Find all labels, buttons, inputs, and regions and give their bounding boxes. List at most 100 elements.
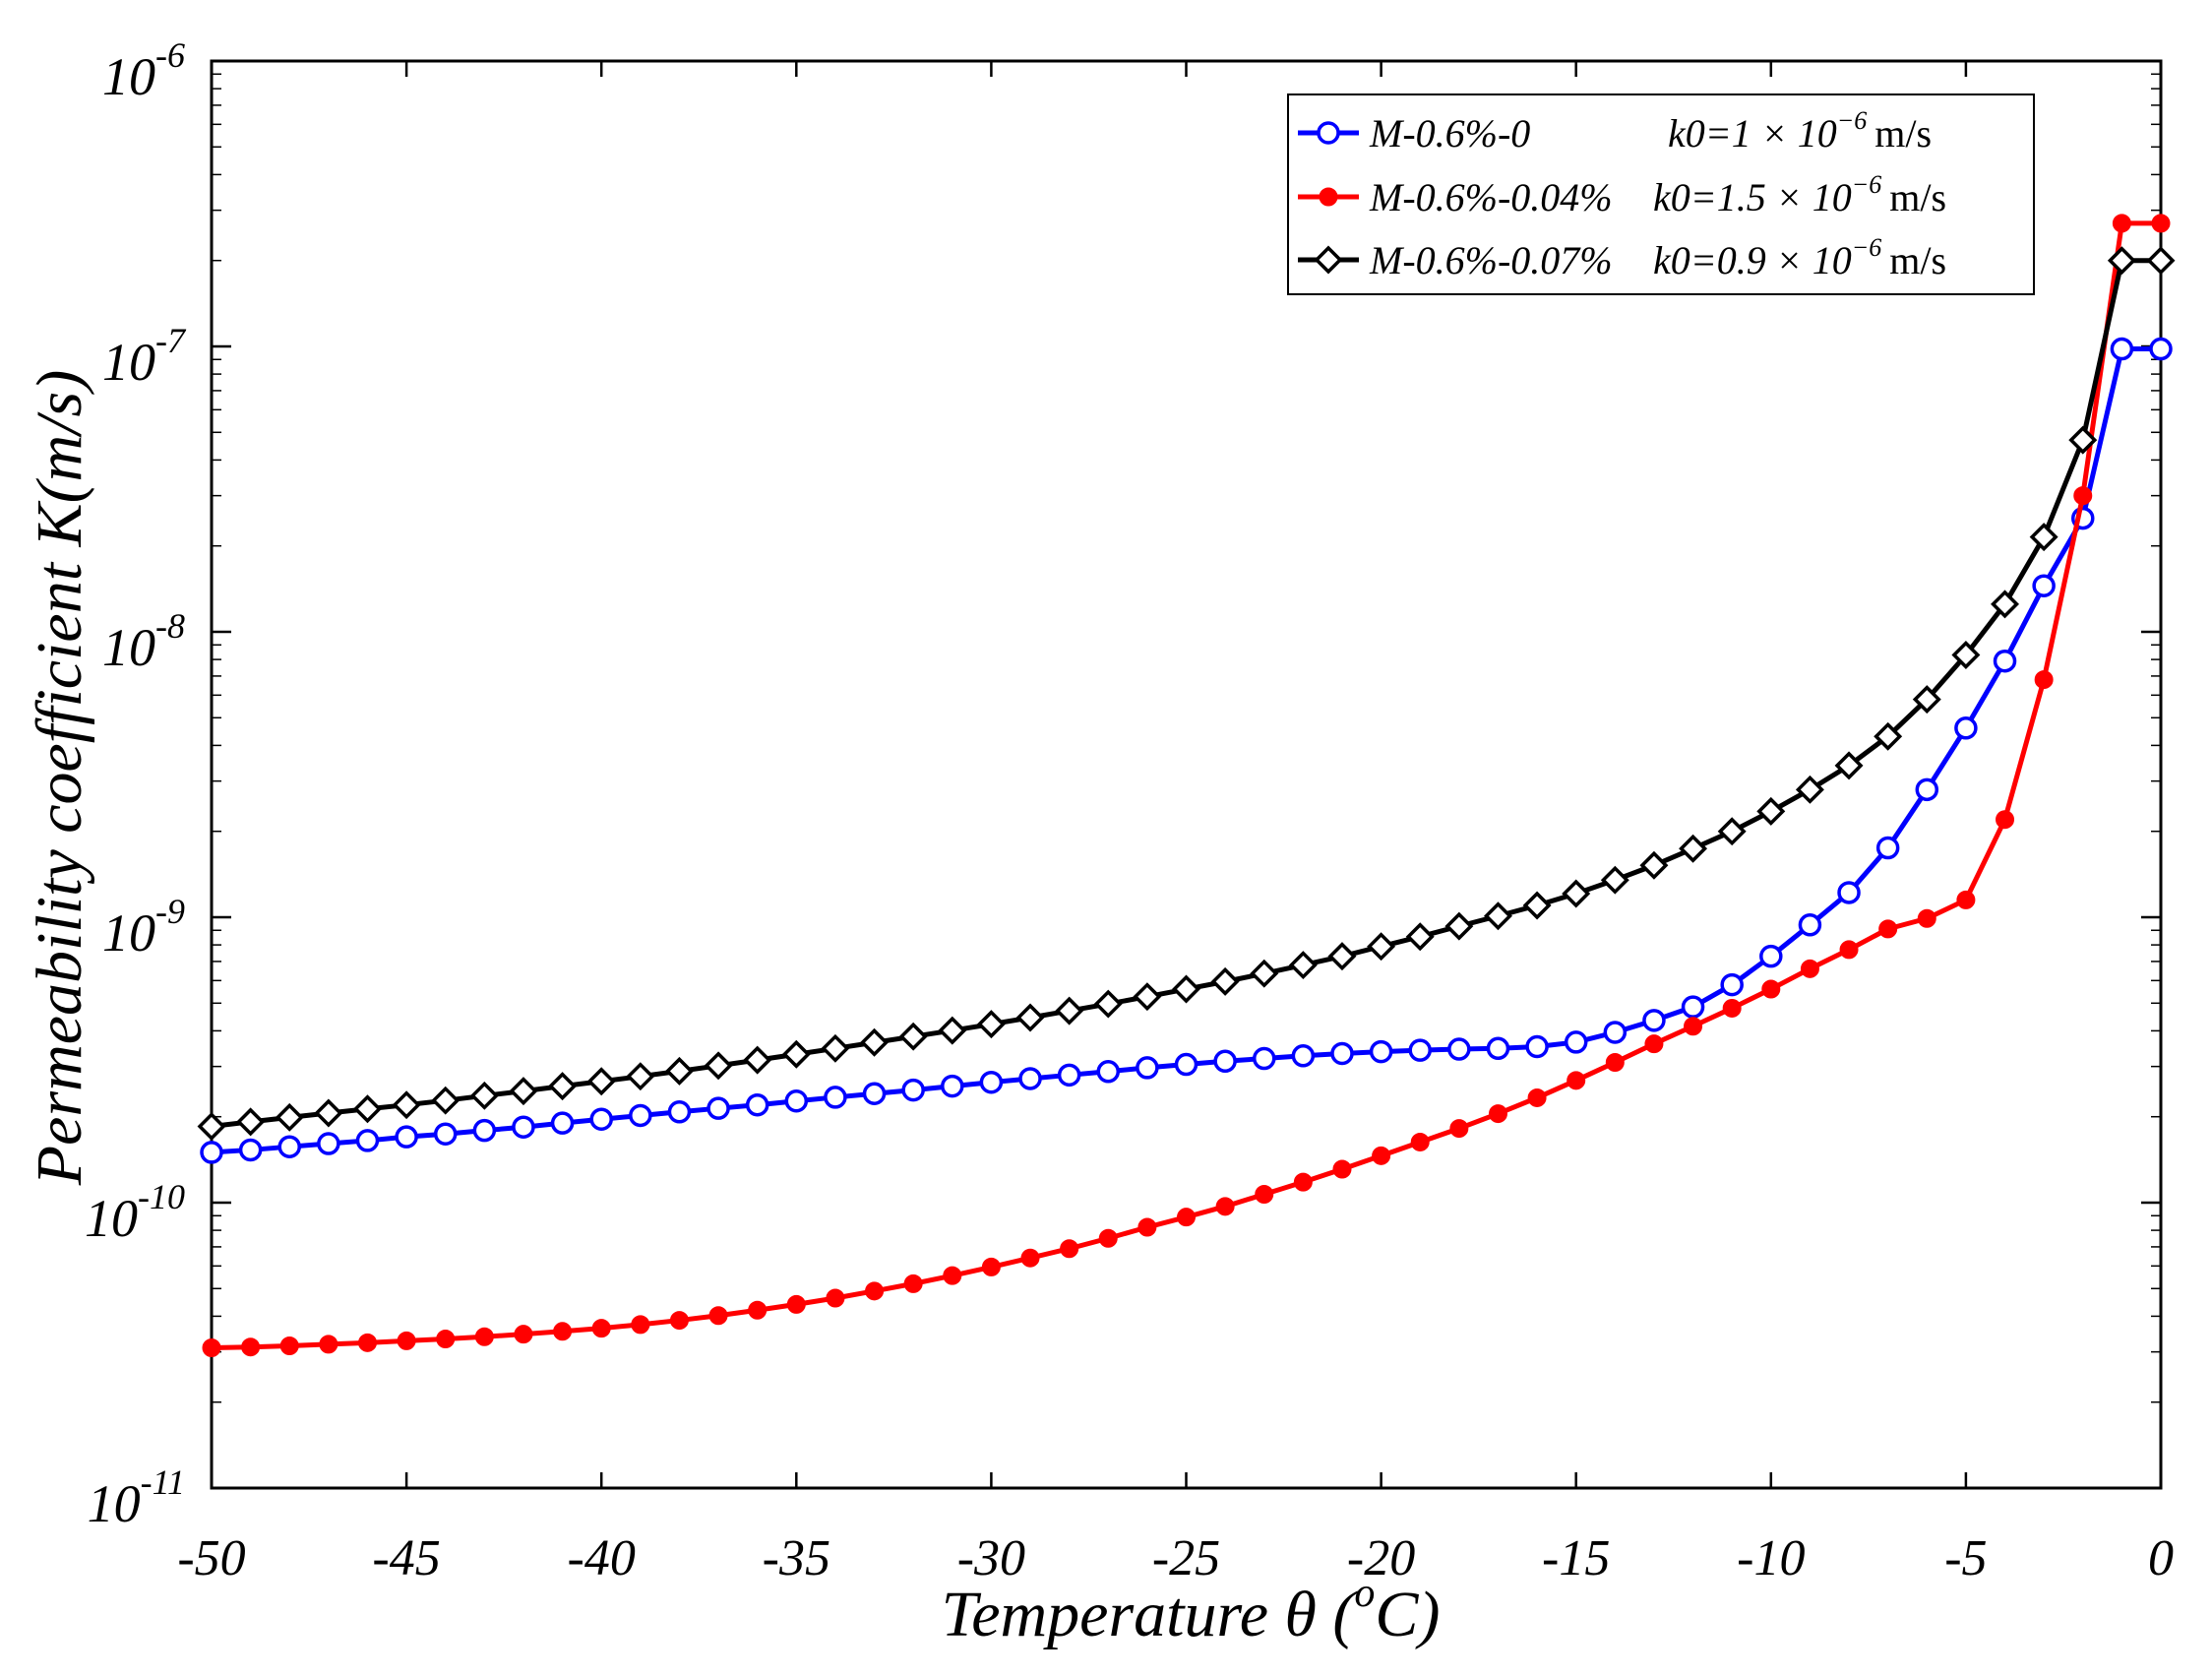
x-axis-title: Temperature θ (oC) [942,1571,1441,1650]
data-point [1722,998,1742,1018]
data-point [2112,214,2131,233]
y-tick-exp: -7 [155,321,187,360]
data-point [1605,1053,1625,1073]
data-point [317,1132,340,1155]
data-point [707,1096,730,1120]
data-point [474,1327,494,1346]
data-point [1795,775,1824,804]
data-point [241,1337,261,1357]
data-point [1369,1039,1393,1064]
legend-series-name: M-0.6%-0 [1369,111,1530,155]
data-point [865,1281,885,1301]
data-point [1993,649,2017,673]
legend-k0-exp: −6 [1852,233,1882,262]
data-point [397,1331,416,1350]
data-point [431,1086,461,1115]
data-point [1486,1036,1510,1061]
data-point [860,1027,890,1057]
data-point [1839,940,1859,960]
x-tick-label: -15 [1542,1530,1610,1586]
data-point [589,1107,613,1131]
y-tick-base: 10 [102,333,155,392]
data-point [548,1072,578,1101]
y-tick-exp: -10 [138,1177,185,1216]
legend-series-name: M-0.6%-0.04% [1369,175,1613,219]
data-point [1679,834,1708,863]
data-point [319,1335,338,1354]
data-point [626,1062,655,1091]
data-point [236,1107,266,1137]
legend-k0: k0=1.5 × 10−6 m/s [1653,170,1946,219]
data-point [1055,996,1084,1025]
data-point [1449,1119,1469,1139]
data-point [1956,890,1976,909]
data-point [1174,1052,1198,1077]
data-point [433,1122,458,1146]
y-tick-exp: -11 [141,1462,185,1502]
data-point [1488,1104,1507,1124]
legend-k0: k0=1 × 10−6 m/s [1668,106,1932,155]
labels-layer: -50 -45 -40 -35 -30 -25 -20 -15 -10 -5 010-610-710… [24,35,2174,1650]
data-point [1917,908,1936,928]
data-point [1408,1038,1432,1062]
legend-marker [1317,121,1340,145]
series-m06-007 [197,246,2176,1141]
data-point [862,1082,887,1105]
data-point [200,1141,223,1164]
data-point [745,1092,769,1117]
data-point [1215,1197,1235,1216]
data-point [2034,670,2054,690]
data-point [1642,1009,1666,1032]
data-point [1327,942,1357,971]
y-tick-label: 10-10 [85,1177,185,1248]
data-point [2110,337,2134,361]
data-point [1018,1067,1042,1090]
x-tick-label: -45 [372,1530,440,1586]
legend-series-label: M-0.6%-0.07% [1369,238,1613,282]
data-point [1761,979,1781,999]
data-point [509,1077,538,1106]
data-point [1098,1228,1118,1248]
legend-entry-m06-0: M-0.6%-0 k0=1 × 10−6 m/s [1298,106,1932,155]
data-point [1954,716,1978,740]
legend-box [1287,93,2035,295]
data-point [1293,1172,1313,1192]
data-point [1444,911,1474,941]
data-point [1567,1071,1586,1090]
data-point [1250,959,1279,988]
data-point [781,1039,811,1069]
y-tick-exp: -8 [155,606,185,646]
legend-k0-label: k0=1 × 10 [1668,111,1837,155]
data-point [901,1078,925,1102]
y-tick-exp: -6 [155,35,185,75]
y-tick-base: 10 [102,903,155,963]
data-point [357,1333,377,1352]
data-point [553,1322,573,1341]
y-tick-label: 10-11 [88,1462,185,1533]
data-point [1756,796,1786,826]
data-point [1252,1046,1276,1071]
data-point [2068,425,2098,455]
data-point [1991,590,2019,619]
data-point [981,1257,1001,1276]
data-point [2073,486,2093,506]
data-point [1798,913,1822,937]
data-point [1759,944,1783,968]
data-point [704,1051,733,1081]
data-point [784,1089,809,1113]
data-point [1213,1049,1237,1074]
data-point [821,1033,850,1063]
data-point [1837,881,1861,904]
data-point [469,1081,499,1110]
data-point [748,1300,768,1320]
data-point [824,1086,847,1109]
series-m06-0 [200,337,2173,1164]
data-point [1177,1208,1196,1227]
legend-k0-exp: −6 [1852,170,1882,199]
data-point [1015,1003,1045,1032]
data-point [1600,865,1629,895]
data-point [1405,922,1435,952]
series-layer [197,214,2176,1358]
x-tick-label: -40 [568,1530,636,1586]
data-point [355,1129,380,1152]
